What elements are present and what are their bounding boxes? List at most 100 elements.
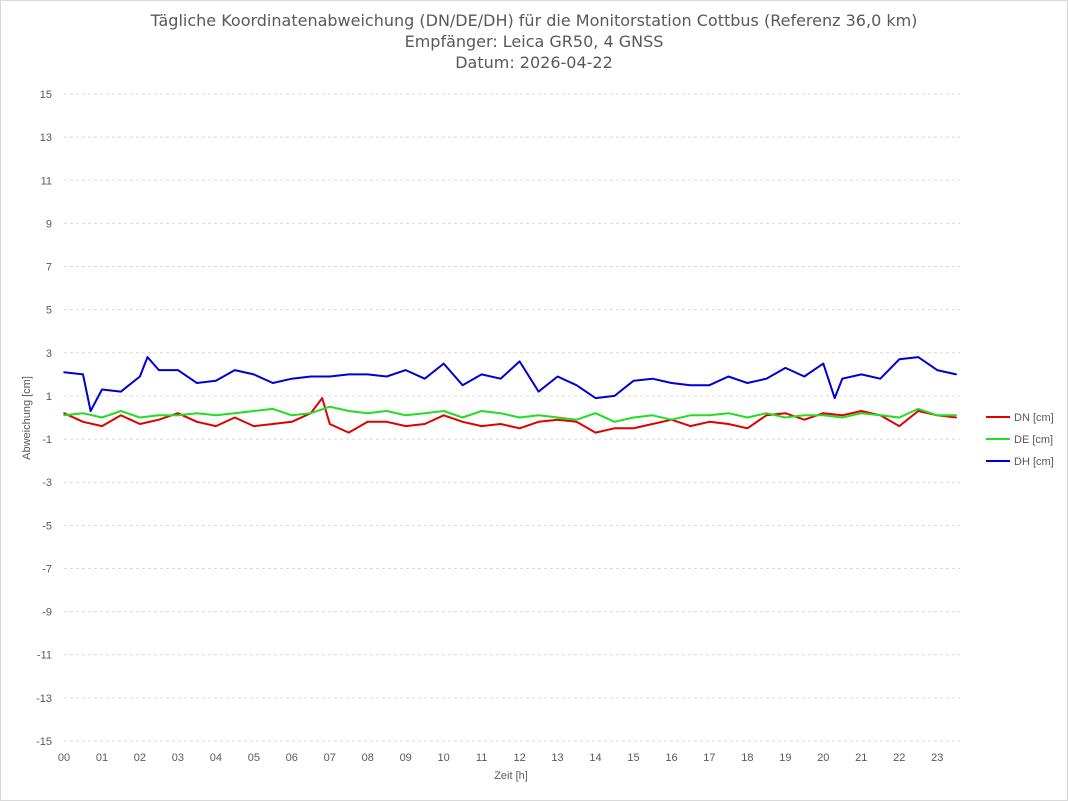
data-point <box>575 418 578 421</box>
data-point <box>309 375 312 378</box>
data-point <box>253 410 255 412</box>
x-tick-label: 05 <box>248 752 260 764</box>
data-point <box>366 412 369 414</box>
data-point <box>860 412 863 414</box>
y-tick-label: -5 <box>42 520 52 532</box>
data-point <box>423 377 426 380</box>
y-tick-label: 1 <box>46 391 52 403</box>
data-point <box>936 369 939 371</box>
data-point <box>290 414 293 417</box>
data-point <box>177 414 179 417</box>
data-point <box>120 410 122 412</box>
data-point <box>518 360 521 363</box>
data-point <box>651 414 654 417</box>
y-axis-ticks: 15 13 11 9 7 5 3 1 -1 -3 -5 -7 -9 -11 -13 -15 <box>36 89 52 748</box>
data-point <box>898 416 901 419</box>
data-point <box>841 416 844 419</box>
data-point <box>423 412 426 414</box>
data-point <box>727 423 730 425</box>
data-point <box>328 423 331 425</box>
data-point <box>670 418 673 421</box>
data-point <box>82 412 84 414</box>
data-point <box>139 416 141 419</box>
data-point <box>765 377 768 380</box>
data-point <box>404 369 407 371</box>
data-point <box>63 371 65 374</box>
x-tick-label: 12 <box>513 752 525 764</box>
data-point <box>613 427 616 430</box>
data-point <box>632 380 635 382</box>
series-line-2 <box>63 405 957 423</box>
x-tick-label: 14 <box>589 752 601 764</box>
x-tick-label: 11 <box>476 752 487 764</box>
data-point <box>196 382 198 384</box>
data-point <box>253 373 255 376</box>
y-tick-label: 7 <box>46 262 52 274</box>
data-point <box>499 377 502 380</box>
chart-title-block: Tägliche Koordinatenabweichung (DN/DE/DH… <box>0 10 1068 73</box>
data-point <box>82 421 84 423</box>
data-point <box>594 412 597 414</box>
data-point <box>82 373 84 376</box>
data-point <box>139 375 141 378</box>
data-point <box>63 414 65 417</box>
y-tick-label: -3 <box>42 477 52 489</box>
legend-label: DN [cm] <box>1014 412 1054 424</box>
legend: DN [cm] DE [cm] DH [cm] <box>986 412 1054 468</box>
x-tick-label: 22 <box>893 752 905 764</box>
data-point <box>480 373 483 376</box>
y-tick-label: -1 <box>42 434 52 446</box>
data-point <box>898 425 901 427</box>
data-point <box>461 384 464 386</box>
data-point <box>803 418 806 421</box>
y-tick-label: 5 <box>46 305 52 317</box>
legend-label: DH [cm] <box>1014 456 1054 468</box>
data-point <box>499 423 502 425</box>
y-axis-label: Abweichung [cm] <box>21 376 33 460</box>
y-tick-label: -9 <box>42 607 52 619</box>
data-point <box>822 414 825 417</box>
data-point <box>594 397 597 399</box>
data-point <box>822 412 825 414</box>
data-point <box>860 410 863 412</box>
data-point <box>146 356 149 358</box>
data-point <box>803 375 806 378</box>
y-tick-label: 9 <box>46 218 52 230</box>
x-tick-label: 02 <box>134 752 146 764</box>
data-point <box>366 373 369 376</box>
data-point <box>442 362 445 365</box>
data-point <box>272 408 274 410</box>
x-tick-label: 04 <box>210 752 222 764</box>
x-tick-label: 08 <box>362 752 374 764</box>
data-point <box>955 414 958 417</box>
x-tick-label: 09 <box>400 752 412 764</box>
data-point <box>632 427 635 430</box>
x-tick-label: 21 <box>855 752 867 764</box>
data-point <box>841 414 844 417</box>
data-point <box>765 414 768 417</box>
x-tick-label: 18 <box>741 752 753 764</box>
data-point <box>139 423 141 425</box>
data-point <box>158 369 160 371</box>
data-point <box>177 369 179 371</box>
data-point <box>765 412 768 414</box>
data-point <box>556 418 559 421</box>
data-point <box>120 390 122 393</box>
data-point <box>537 421 540 423</box>
data-point <box>347 431 350 434</box>
data-point <box>689 425 692 427</box>
data-point <box>955 416 958 419</box>
data-point <box>461 416 464 419</box>
data-point <box>423 423 426 425</box>
data-point <box>309 412 312 414</box>
data-point <box>120 414 122 417</box>
data-point <box>234 369 236 371</box>
data-point <box>215 425 217 427</box>
data-point <box>404 425 407 427</box>
data-point <box>917 408 920 410</box>
y-tick-label: -15 <box>36 736 52 748</box>
data-point <box>101 416 103 419</box>
data-point <box>575 384 578 386</box>
data-point <box>196 412 198 414</box>
